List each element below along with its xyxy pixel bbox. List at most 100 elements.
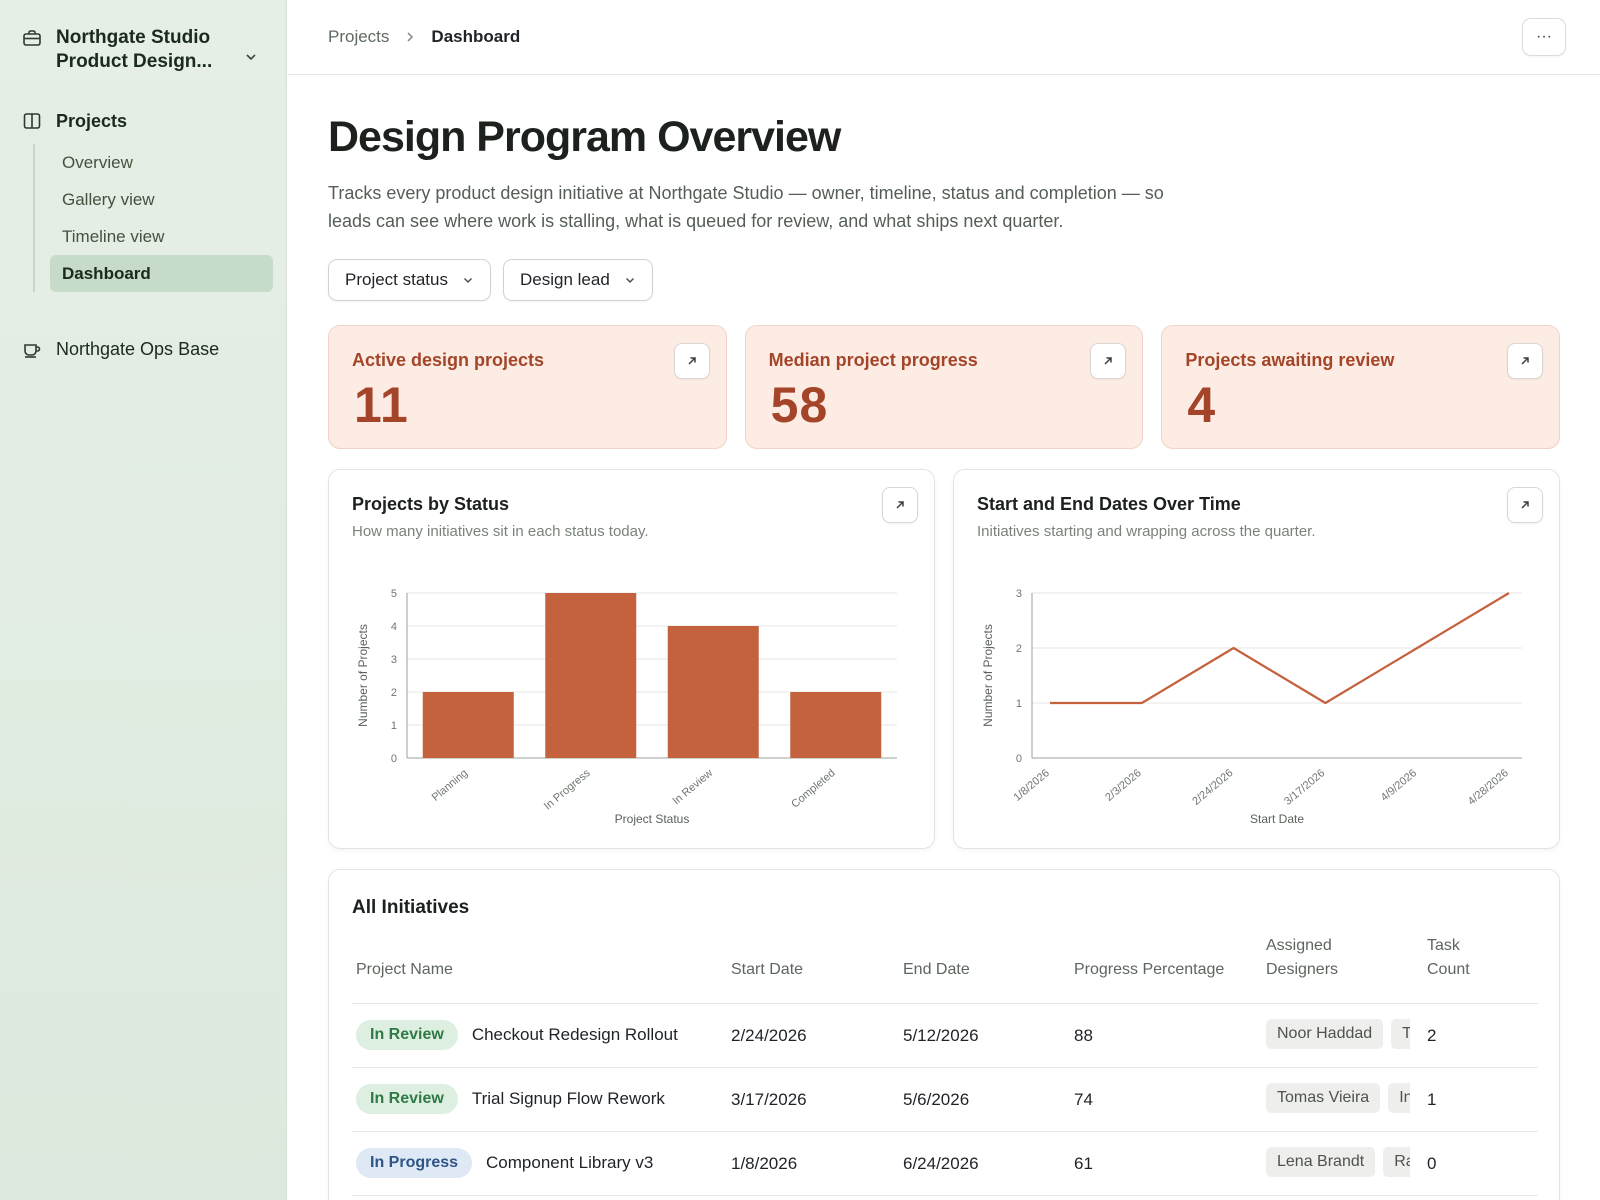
expand-arrow-icon <box>688 357 696 365</box>
chevron-down-icon[interactable] <box>244 50 258 64</box>
sidebar-item-dashboard[interactable]: Dashboard <box>50 255 273 292</box>
expand-button[interactable] <box>882 487 918 523</box>
table-title: All Initiatives <box>352 897 470 918</box>
x-tick-label: 2/24/2026 <box>1190 767 1235 808</box>
line-chart: 0 1 2 3 1/8/2026 2/3/2026 2/24/2026 3/17/2026 4/… <box>981 588 1522 826</box>
chevron-right-icon <box>407 32 414 42</box>
designer-chip: In <box>1388 1083 1410 1113</box>
breadcrumb-projects[interactable]: Projects <box>328 27 390 46</box>
sidebar-item-overview[interactable]: Overview <box>62 152 133 172</box>
y-tick-label: 2 <box>1016 643 1022 655</box>
x-tick-label: 3/17/2026 <box>1282 767 1327 808</box>
designers-cell: Lena BrandtRa <box>1266 1147 1410 1177</box>
sidebar-item-label: Projects <box>56 111 128 131</box>
bar <box>545 593 637 758</box>
designer-chip: Tomas Vieira <box>1266 1083 1381 1113</box>
y-tick-label: 0 <box>1016 753 1022 765</box>
kpi-row: Active design projects 11 Median project… <box>328 325 1561 449</box>
table-row[interactable]: In Progress Component Library v3 1/8/2026 6… <box>352 1132 1538 1196</box>
project-name: Checkout Redesign Rollout <box>471 1025 678 1044</box>
bar <box>667 626 759 758</box>
bar <box>422 692 514 758</box>
filter-bar: Project status Design lead <box>328 259 653 301</box>
task-count-cell: 0 <box>1427 1154 1437 1173</box>
y-tick-label: 5 <box>391 588 397 600</box>
designer-chip: Lena Brandt <box>1266 1147 1376 1177</box>
task-count-cell: 2 <box>1427 1026 1437 1045</box>
projects-by-status-card: Projects by Status How many initiatives … <box>328 469 935 849</box>
table-row[interactable]: In Review Trial Signup Flow Rework 3/17/20… <box>352 1068 1538 1132</box>
y-tick-label: 3 <box>391 654 397 666</box>
y-axis-label: Number of Projects <box>356 624 370 727</box>
filter-label: Design lead <box>520 270 610 289</box>
design-lead-filter[interactable]: Design lead <box>503 259 653 301</box>
breadcrumb-dashboard[interactable]: Dashboard <box>431 27 521 46</box>
project-status-filter[interactable]: Project status <box>328 259 491 301</box>
designers-cell: Noor HaddadT <box>1266 1019 1410 1049</box>
end-date-cell: 5/6/2026 <box>903 1090 970 1109</box>
x-axis-label: Start Date <box>1250 812 1304 826</box>
book-icon <box>23 113 41 129</box>
breadcrumb: Projects Dashboard <box>328 27 520 47</box>
bar <box>790 692 882 758</box>
table-row[interactable]: In Review Checkout Redesign Rollout 2/24/2… <box>352 1004 1538 1068</box>
sidebar-item-projects[interactable]: Projects <box>22 109 127 133</box>
sidebar-item-label: Northgate Ops Base <box>56 339 220 359</box>
chart-title: Projects by Status <box>352 494 510 514</box>
workspace-switcher[interactable]: Northgate Studio Product Design... <box>22 26 272 74</box>
chart-subtitle: Initiatives starting and wrapping across… <box>977 523 1316 540</box>
x-tick-label: In Progress <box>542 767 593 813</box>
x-tick-label: 1/8/2026 <box>1011 767 1052 804</box>
x-tick-label: Planning <box>430 767 471 804</box>
page-title: Design Program Overview <box>328 113 841 161</box>
chart-title: Start and End Dates Over Time <box>977 494 1241 514</box>
designer-chip: Ra <box>1383 1147 1410 1177</box>
chart-subtitle: How many initiatives sit in each status … <box>352 523 649 540</box>
start-date-cell: 3/17/2026 <box>731 1090 807 1109</box>
project-name-cell: In Progress Component Library v3 <box>356 1148 653 1178</box>
designer-chip: T <box>1391 1019 1410 1049</box>
start-date-cell: 2/24/2026 <box>731 1026 807 1045</box>
project-name: Component Library v3 <box>486 1153 654 1172</box>
chart-row: Projects by Status How many initiatives … <box>328 469 1560 849</box>
x-tick-label: Completed <box>789 767 837 810</box>
y-tick-label: 0 <box>391 753 397 765</box>
end-date-cell: 5/12/2026 <box>903 1026 979 1045</box>
bar-chart: 0 1 2 3 4 5 Planning In Progress In Review Comple… <box>356 588 897 826</box>
workspace-name: Northgate Studio Product Design... <box>56 27 213 72</box>
column-header-project-name[interactable]: Project Name <box>356 961 453 978</box>
y-axis-label: Number of Projects <box>981 624 995 727</box>
sidebar-item-ops-base[interactable]: Northgate Ops Base <box>22 337 219 361</box>
expand-button[interactable] <box>673 343 710 379</box>
sidebar-item-timeline-view[interactable]: Timeline view <box>62 226 165 246</box>
column-header-assigned-designers[interactable]: Assigned Designers <box>1266 937 1339 978</box>
progress-cell: 61 <box>1074 1154 1093 1173</box>
expand-button[interactable] <box>1090 343 1127 379</box>
x-tick-label: 4/9/2026 <box>1379 767 1420 804</box>
project-name-cell: In Review Checkout Redesign Rollout <box>356 1020 678 1050</box>
y-tick-label: 2 <box>391 687 397 699</box>
kpi-card-active-projects: Active design projects 11 <box>328 325 727 449</box>
expand-arrow-icon <box>896 501 904 509</box>
x-tick-label: 2/3/2026 <box>1103 767 1144 804</box>
project-name-cell: In Review Trial Signup Flow Rework <box>356 1084 665 1114</box>
kpi-value: 58 <box>770 377 829 433</box>
page-description: Tracks every product design initiative a… <box>328 183 1164 231</box>
sidebar-item-gallery-view[interactable]: Gallery view <box>62 189 155 209</box>
status-badge: In Review <box>356 1020 458 1050</box>
kpi-value: 4 <box>1187 377 1217 433</box>
kpi-value: 11 <box>354 377 409 433</box>
kpi-card-awaiting-review: Projects awaiting review 4 <box>1161 325 1561 449</box>
x-tick-label: In Review <box>670 767 715 807</box>
column-header-end-date[interactable]: End Date <box>903 961 970 978</box>
column-header-task-count[interactable]: Task Count <box>1427 937 1470 978</box>
expand-button[interactable] <box>1507 343 1544 379</box>
column-header-progress[interactable]: Progress Percentage <box>1074 961 1225 978</box>
top-bar: Projects Dashboard ··· <box>288 0 1600 75</box>
more-options-button[interactable]: ··· <box>1522 18 1566 56</box>
briefcase-icon <box>23 30 41 46</box>
kpi-label: Projects awaiting review <box>1185 350 1395 370</box>
column-header-start-date[interactable]: Start Date <box>731 961 804 978</box>
expand-button[interactable] <box>1507 487 1543 523</box>
task-count-cell: 1 <box>1427 1090 1437 1109</box>
